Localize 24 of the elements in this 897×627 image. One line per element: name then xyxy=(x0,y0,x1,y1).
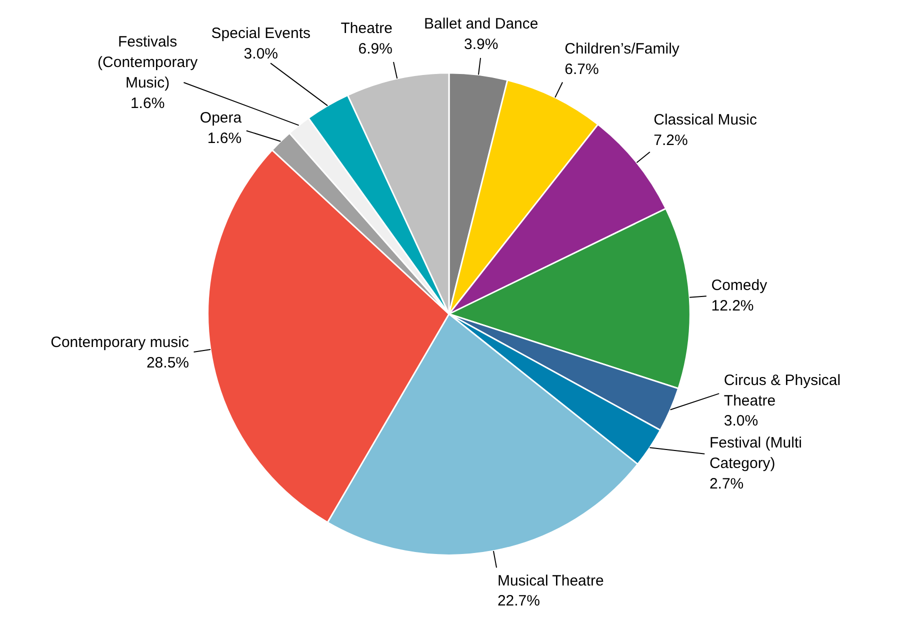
data-label: 3.9% xyxy=(464,36,498,54)
slice-label: Circus & Physical Theatre xyxy=(724,372,841,410)
slice-label: Special Events xyxy=(211,25,311,42)
data-label: 3.0% xyxy=(724,412,758,430)
data-label: 28.5% xyxy=(146,354,190,372)
data-label: 6.9% xyxy=(358,40,392,58)
slice-label: Musical Theatre xyxy=(497,572,604,590)
slice-label: Festivals (Contemporary Music) xyxy=(98,34,198,92)
data-label: 3.0% xyxy=(244,46,278,63)
data-label: 1.6% xyxy=(130,94,165,112)
slice-label: Opera xyxy=(200,110,242,127)
data-label: 6.7% xyxy=(564,60,599,78)
data-label: 12.2% xyxy=(711,298,754,315)
slice-label: Contemporary music xyxy=(50,334,190,351)
slice-label: Ballet and Dance xyxy=(424,16,538,33)
data-label: 22.7% xyxy=(497,592,540,610)
slice-label: Children’s/Family xyxy=(564,40,680,58)
data-label: 1.6% xyxy=(207,130,242,148)
slice-label: Classical Music xyxy=(654,112,758,129)
data-label: 2.7% xyxy=(709,475,744,492)
slice-label: Theatre xyxy=(340,20,392,37)
slice-label: Comedy xyxy=(711,277,768,294)
slice-label: Festival (Multi Category) xyxy=(709,434,802,472)
data-label: 7.2% xyxy=(654,132,688,150)
